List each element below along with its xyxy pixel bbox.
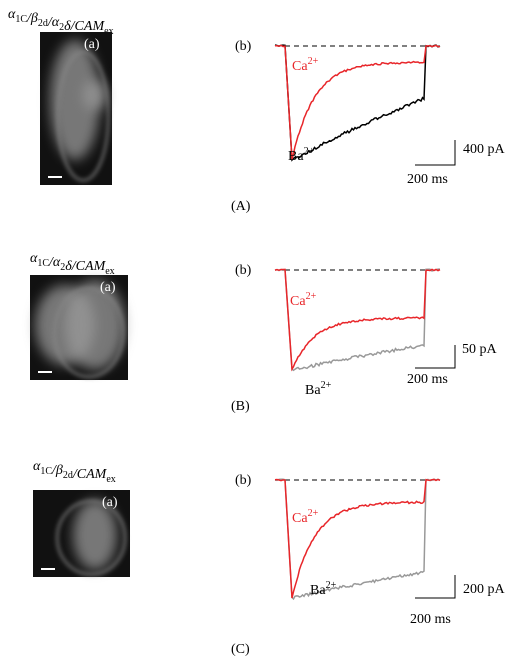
ion-charge: 2+ bbox=[308, 508, 319, 519]
construct-sub: 1C bbox=[40, 466, 52, 477]
ion-label: Ca2+ bbox=[292, 508, 319, 526]
current-scale: 400 pA bbox=[463, 142, 506, 157]
ion-label: Ba2+ bbox=[305, 380, 332, 398]
construct-sub: 2d bbox=[63, 470, 73, 481]
construct-part: /β bbox=[26, 11, 38, 26]
ion-label: Ca2+ bbox=[292, 56, 319, 74]
time-scale: 200 ms bbox=[407, 172, 448, 187]
construct-sub: 1C bbox=[37, 258, 49, 269]
figure: α1C/β2d/α2δ/CAMex(a)(b)Ca2+Ba2+400 pA200… bbox=[0, 0, 522, 663]
current-scale: 200 pA bbox=[463, 582, 506, 597]
construct-sub: 1C bbox=[15, 14, 27, 25]
ion-charge: 2+ bbox=[326, 580, 337, 591]
ion-name: Ca bbox=[290, 294, 306, 309]
ba-trace bbox=[275, 479, 440, 599]
construct-sub: 2d bbox=[38, 18, 48, 29]
construct-part: /CAM bbox=[72, 467, 108, 482]
cell-glow bbox=[83, 80, 107, 110]
scale-bar bbox=[415, 575, 455, 598]
trace-label: (b) bbox=[235, 39, 252, 54]
panel-label: (A) bbox=[231, 199, 251, 214]
current-scale: 50 pA bbox=[462, 342, 498, 357]
trace-label: (b) bbox=[235, 473, 252, 488]
ion-charge: 2+ bbox=[308, 56, 319, 67]
scale-bar bbox=[415, 345, 455, 368]
image-label: (a) bbox=[102, 495, 118, 510]
construct-part: /α bbox=[47, 15, 60, 30]
ca-trace bbox=[275, 269, 440, 369]
scale-bar bbox=[415, 140, 455, 165]
ion-name: Ca bbox=[292, 511, 308, 526]
time-scale: 200 ms bbox=[407, 372, 448, 387]
ion-name: Ba bbox=[288, 149, 304, 164]
image-label: (a) bbox=[84, 37, 100, 52]
ion-charge: 2+ bbox=[321, 380, 332, 391]
ion-name: Ba bbox=[305, 383, 321, 398]
time-scale: 200 ms bbox=[410, 612, 451, 627]
construct-part: δ/CAM bbox=[64, 19, 105, 34]
ion-label: Ca2+ bbox=[290, 291, 317, 309]
ion-charge: 2+ bbox=[306, 291, 317, 302]
cell-glow bbox=[73, 500, 117, 570]
panel-label: (B) bbox=[231, 399, 250, 414]
construct-sub: ex bbox=[106, 474, 115, 485]
panel-label: (C) bbox=[231, 642, 250, 657]
ion-name: Ca bbox=[292, 59, 308, 74]
construct-part: δ/CAM bbox=[65, 259, 106, 274]
construct-label: α1C/β2d/CAMex bbox=[33, 459, 116, 485]
ion-name: Ba bbox=[310, 583, 326, 598]
image-label: (a) bbox=[100, 280, 116, 295]
ion-label: Ba2+ bbox=[288, 146, 315, 164]
trace-label: (b) bbox=[235, 263, 252, 278]
ion-charge: 2+ bbox=[304, 146, 315, 157]
construct-label: α1C/α2δ/CAMex bbox=[30, 251, 115, 277]
construct-part: /α bbox=[48, 255, 61, 270]
ion-label: Ba2+ bbox=[310, 580, 337, 598]
ca-trace bbox=[275, 479, 440, 598]
construct-part: /β bbox=[51, 463, 63, 478]
